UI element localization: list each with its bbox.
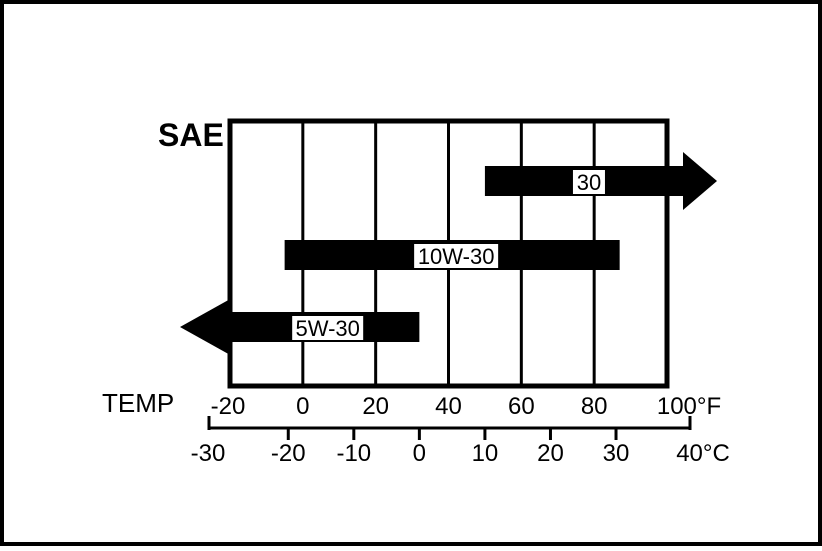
bar-label-box	[414, 244, 499, 268]
fahrenheit-ticks: -20 0 20 40 60 80 100°F	[211, 393, 722, 420]
f-tick-label: 0	[296, 393, 309, 420]
c-tick-label: -30	[191, 440, 226, 467]
celsius-ticks: -30 -20 -10 0 10 20 30 40°C	[191, 440, 730, 467]
bar-label: 30	[577, 170, 601, 195]
arrow-right	[683, 152, 717, 210]
f-tick-label: 100°F	[657, 393, 721, 420]
c-tick-label: 20	[537, 440, 564, 467]
f-tick-label: 20	[362, 393, 389, 420]
c-tick-label: 40°C	[676, 440, 730, 467]
bar-label-box	[572, 170, 605, 194]
celsius-axis	[207, 416, 692, 440]
bar-label: 5W-30	[295, 316, 359, 341]
f-tick-label: 40	[435, 393, 462, 420]
c-tick-label: -10	[336, 440, 371, 467]
bar-label: 10W-30	[418, 244, 495, 269]
bar-10w-30: 10W-30	[284, 240, 620, 270]
arrow-left	[180, 298, 232, 356]
bars: 30 10W-30 5W-30	[180, 152, 717, 356]
f-tick-label: -20	[211, 393, 246, 420]
bar-label-box	[292, 316, 364, 340]
c-tick-label: -20	[271, 440, 306, 467]
temp-label: TEMP	[102, 388, 174, 418]
f-tick-label: 80	[581, 393, 608, 420]
f-tick-label: 60	[508, 393, 535, 420]
c-tick-label: 30	[603, 440, 630, 467]
chart-title: SAE	[158, 117, 224, 153]
c-tick-label: 10	[472, 440, 499, 467]
bar-30: 30	[484, 152, 717, 210]
c-tick-label: 0	[413, 440, 426, 467]
bar-5w-30: 5W-30	[180, 298, 420, 356]
